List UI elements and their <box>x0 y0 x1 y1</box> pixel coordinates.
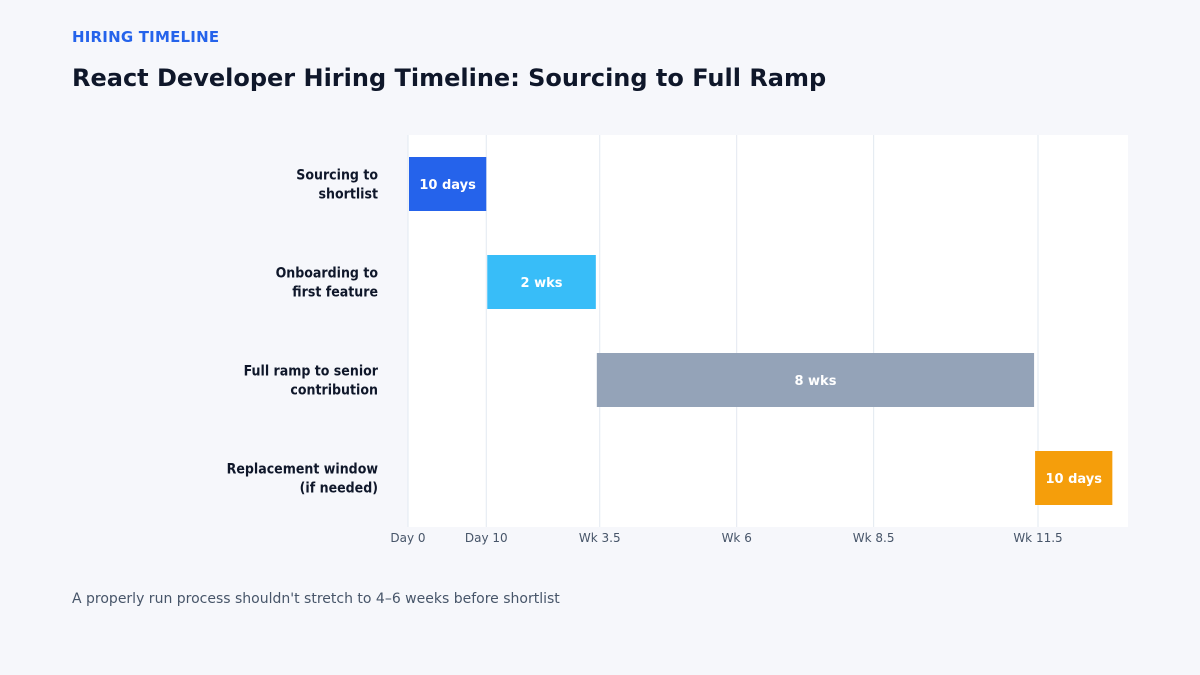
task-label: Onboarding to first feature <box>276 266 379 301</box>
chart-title: React Developer Hiring Timeline: Sourcin… <box>72 64 827 92</box>
eyebrow-label: HIRING TIMELINE <box>72 28 220 46</box>
task-labels: Sourcing to shortlist Onboarding to first f… <box>227 168 379 497</box>
x-tick-label: Wk 8.5 <box>853 531 895 545</box>
bar-value-label: 8 wks <box>794 374 836 389</box>
x-tick-label: Wk 11.5 <box>1013 531 1062 545</box>
bar-value-label: 10 days <box>1045 472 1102 487</box>
task-bar <box>1035 451 1113 505</box>
task-bar <box>409 157 487 211</box>
grid-lines <box>407 135 1039 527</box>
bar-value-label: 10 days <box>419 178 476 193</box>
bars: 10 days 2 wks 8 wks 10 days <box>409 157 1113 505</box>
task-bar <box>487 255 596 309</box>
footer-caption: A properly run process shouldn't stretch… <box>72 591 560 607</box>
task-label: Replacement window (if needed) <box>227 462 379 497</box>
task-label: Sourcing to shortlist <box>296 168 378 203</box>
task-label: Full ramp to senior contribution <box>244 364 379 399</box>
x-tick-label: Wk 3.5 <box>579 531 621 545</box>
x-tick-label: Day 0 <box>390 531 425 545</box>
x-tick-label: Wk 6 <box>722 531 752 545</box>
x-axis-ticks: Day 0 Day 10 Wk 3.5 Wk 6 Wk 8.5 Wk 11.5 <box>390 531 1062 545</box>
bar-value-label: 2 wks <box>521 276 563 291</box>
plot-background <box>408 135 1128 527</box>
x-tick-label: Day 10 <box>465 531 508 545</box>
task-bar <box>596 353 1035 407</box>
